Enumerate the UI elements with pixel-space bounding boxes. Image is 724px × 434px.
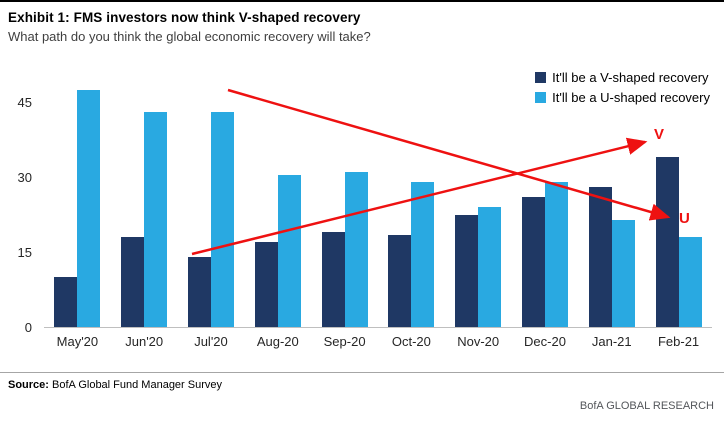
bar-v-Oct-20 bbox=[388, 234, 412, 327]
source-text: BofA Global Fund Manager Survey bbox=[48, 379, 223, 391]
bar-group-Nov-20 bbox=[445, 78, 512, 327]
bofa-global-research-brand: BofA GLOBAL RESEARCH bbox=[579, 400, 714, 412]
bar-u-Nov-20 bbox=[478, 207, 502, 327]
y-tick-label: 15 bbox=[17, 245, 32, 260]
bar-u-Feb-21 bbox=[678, 237, 702, 327]
bar-v-May'20 bbox=[54, 277, 78, 327]
x-tick-label: Oct-20 bbox=[391, 334, 431, 349]
legend-swatch-icon bbox=[535, 72, 547, 83]
bar-group-Oct-20 bbox=[378, 78, 445, 327]
x-tick-label: Jan-21 bbox=[591, 334, 632, 349]
bar-group-Jul'20 bbox=[178, 78, 245, 327]
legend-swatch-icon bbox=[535, 92, 547, 103]
x-tick-label: Jun'20 bbox=[125, 334, 164, 349]
legend: It'll be a V-shaped recovery It'll be a U… bbox=[535, 70, 710, 105]
bar-group-Feb-21 bbox=[645, 78, 712, 327]
bar-v-Jul'20 bbox=[187, 257, 211, 327]
bar-v-Feb-21 bbox=[655, 157, 679, 327]
source-line: Source: BofA Global Fund Manager Survey bbox=[8, 379, 714, 391]
x-tick-label: Jul'20 bbox=[194, 334, 228, 349]
bar-v-Aug-20 bbox=[254, 242, 278, 327]
x-tick-label: Aug-20 bbox=[256, 334, 299, 349]
y-tick-label: 0 bbox=[24, 320, 32, 335]
bar-u-Oct-20 bbox=[411, 182, 435, 327]
chart-footer: Source: BofA Global Fund Manager Survey … bbox=[0, 372, 724, 412]
source-label: Source: bbox=[8, 379, 49, 391]
annotation-u-label: U bbox=[679, 210, 690, 227]
plot-area bbox=[44, 78, 712, 328]
bar-u-May'20 bbox=[77, 89, 101, 327]
bar-u-Jul'20 bbox=[210, 112, 234, 327]
annotation-v-label: V bbox=[654, 126, 665, 143]
legend-item: It'll be a U-shaped recovery bbox=[535, 90, 710, 105]
survey-question-subtitle: What path do you think the global econom… bbox=[8, 29, 371, 44]
bar-group-Jun'20 bbox=[111, 78, 178, 327]
legend-label: It'll be a U-shaped recovery bbox=[552, 90, 710, 105]
bar-v-Nov-20 bbox=[455, 214, 479, 327]
chart-header: Exhibit 1: FMS investors now think V-sha… bbox=[0, 2, 724, 44]
bar-v-Sep-20 bbox=[321, 232, 345, 327]
bar-u-Jun'20 bbox=[144, 112, 168, 327]
bar-u-Sep-20 bbox=[344, 172, 368, 327]
y-axis: 0 15 30 45 bbox=[0, 78, 36, 335]
bar-group-Sep-20 bbox=[311, 78, 378, 327]
x-tick-label: Sep-20 bbox=[323, 334, 366, 349]
bar-u-Jan-21 bbox=[611, 219, 635, 327]
y-tick-label: 45 bbox=[17, 95, 32, 110]
bar-u-Dec-20 bbox=[544, 182, 568, 327]
bar-v-Jun'20 bbox=[121, 237, 145, 327]
bar-group-Aug-20 bbox=[244, 78, 311, 327]
bar-chart: 0 15 30 45 May'20 Jun'20 Jul'20 Aug-20 Sep-20 Oc… bbox=[0, 50, 724, 372]
y-tick-label: 30 bbox=[17, 170, 32, 185]
bar-group-Dec-20 bbox=[512, 78, 579, 327]
x-axis: May'20 Jun'20 Jul'20 Aug-20 Sep-20 Oct-20 Nov-… bbox=[44, 334, 712, 349]
legend-item: It'll be a V-shaped recovery bbox=[535, 70, 710, 85]
x-tick-label: Nov-20 bbox=[457, 334, 500, 349]
x-tick-label: Dec-20 bbox=[524, 334, 566, 349]
x-tick-label: Feb-21 bbox=[657, 334, 700, 349]
bar-v-Jan-21 bbox=[588, 187, 612, 327]
exhibit-title: Exhibit 1: FMS investors now think V-sha… bbox=[8, 10, 361, 25]
legend-label: It'll be a V-shaped recovery bbox=[552, 70, 709, 85]
bar-v-Dec-20 bbox=[521, 197, 545, 327]
x-tick-label: May'20 bbox=[56, 334, 99, 349]
bar-u-Aug-20 bbox=[277, 174, 301, 327]
bar-group-May'20 bbox=[44, 78, 111, 327]
bar-group-Jan-21 bbox=[578, 78, 645, 327]
